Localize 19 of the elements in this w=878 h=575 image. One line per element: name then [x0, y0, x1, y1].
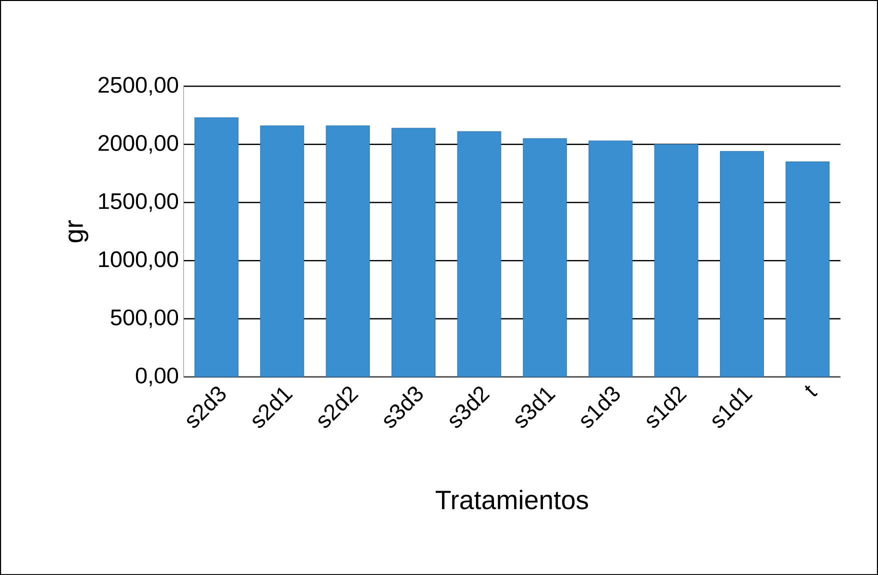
y-tick-label: 2000,00 — [98, 134, 178, 154]
x-axis-title: Tratamientos — [436, 490, 588, 510]
y-axis-title: gr — [68, 220, 88, 242]
y-tick-label: 1000,00 — [99, 251, 178, 270]
y-tick-label: 1500,00 — [99, 193, 178, 212]
bar — [720, 150, 764, 378]
y-tick-label: 2500,00 — [98, 76, 178, 96]
bar — [522, 138, 567, 378]
bar — [326, 125, 370, 378]
x-tick-label: t — [804, 385, 818, 396]
y-tick-label: 500,00 — [110, 309, 178, 328]
bar — [588, 140, 633, 378]
bar — [194, 117, 238, 378]
bar — [260, 125, 304, 378]
bar — [654, 144, 698, 378]
bar — [786, 161, 830, 378]
bar — [457, 131, 502, 378]
y-tick-label: 0,00 — [136, 367, 178, 386]
bar — [392, 128, 436, 378]
